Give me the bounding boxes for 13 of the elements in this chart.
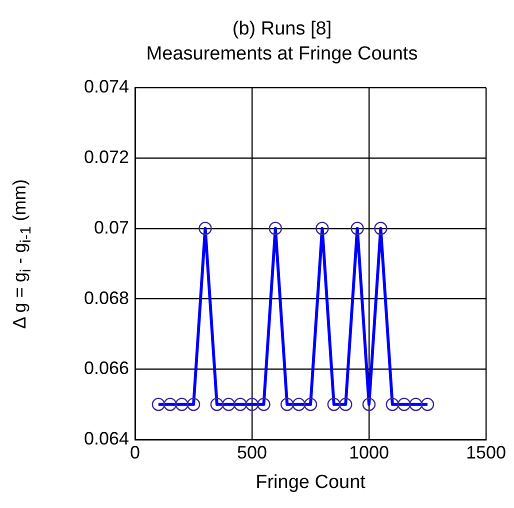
chart-subtitle: Measurements at Fringe Counts xyxy=(146,43,418,64)
x-tick-label: 500 xyxy=(237,442,268,462)
x-tick-label: 1000 xyxy=(348,442,390,462)
y-tick-label: 0.064 xyxy=(84,428,130,449)
x-tick-label: 1500 xyxy=(466,442,506,462)
y-tick-label: 0.066 xyxy=(84,358,130,378)
y-tick-label: 0.07 xyxy=(94,217,130,238)
y-tick-label: 0.068 xyxy=(84,288,130,308)
x-axis-title: Fringe Count xyxy=(256,472,366,493)
x-tick-label: 0 xyxy=(130,442,140,462)
chart-title: (b) Runs [8] xyxy=(232,18,332,40)
y-tick-label: 0.072 xyxy=(84,146,130,167)
y-tick-label: 0.074 xyxy=(84,76,130,97)
